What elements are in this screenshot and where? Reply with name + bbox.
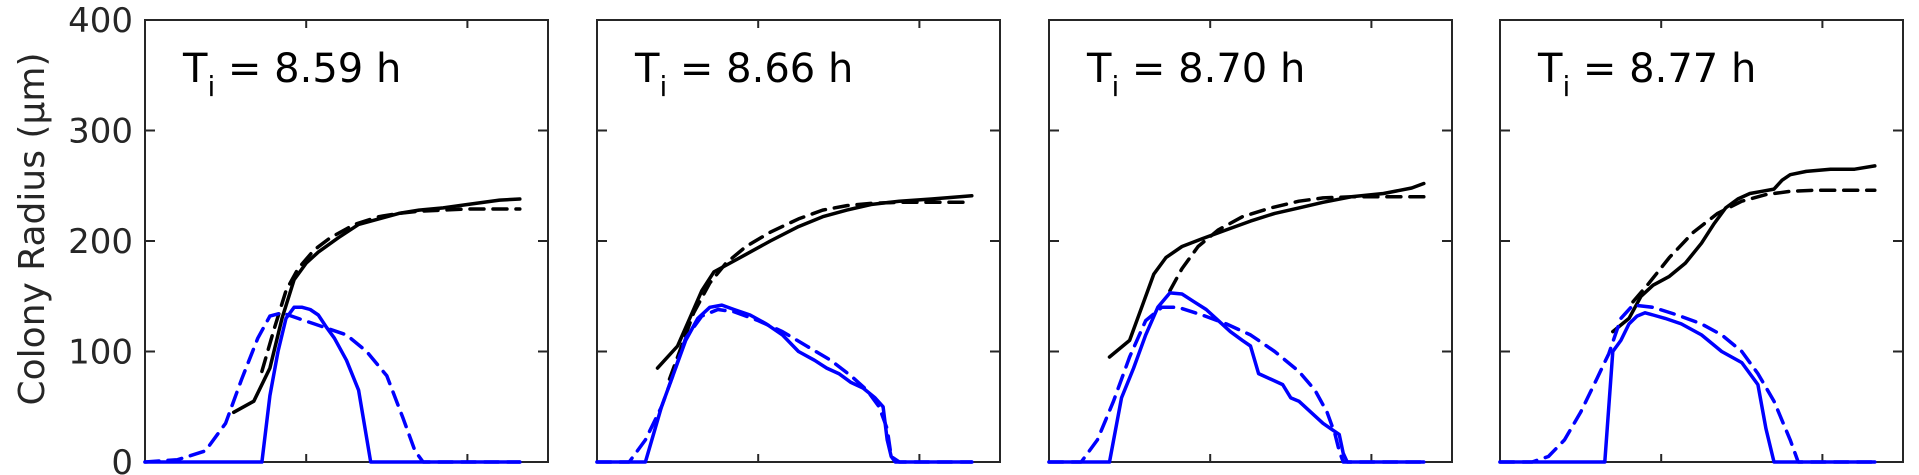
series-line-3-solid: [143, 305, 522, 464]
chart-panel-3: Ti = 8.70 h: [1047, 19, 1453, 464]
series-line-4-dashed: [143, 311, 522, 464]
y-tick-label: 300: [68, 112, 133, 152]
panel-title: Ti = 8.77 h: [1537, 46, 1756, 103]
series-line-4-dashed: [1498, 303, 1877, 464]
series-line-1-solid: [655, 193, 974, 370]
panel-title-subscript: i: [1562, 70, 1570, 103]
series-line-3-solid: [1498, 311, 1877, 464]
panel-title-value: = 8.66 h: [667, 46, 853, 92]
panel-title-subscript: i: [207, 70, 215, 103]
panel-title: Ti = 8.59 h: [182, 46, 401, 103]
series-line-4-dashed: [1047, 305, 1426, 464]
panel-title-value: = 8.70 h: [1119, 46, 1305, 92]
panel-title-subscript: i: [659, 70, 667, 103]
chart-panel-4: Ti = 8.77 h: [1498, 19, 1904, 464]
series-line-4-dashed: [595, 307, 974, 464]
y-tick-label: 0: [111, 443, 133, 475]
y-axis-label: Colony Radius (μm): [12, 53, 53, 406]
panel-title-subscript: i: [1111, 70, 1119, 103]
series-line-1-solid: [1107, 181, 1426, 359]
y-tick-label: 400: [68, 1, 133, 41]
series-line-2-dashed: [260, 207, 522, 374]
series-line-2-dashed: [667, 200, 974, 381]
series-line-1-solid: [231, 197, 522, 415]
panel-title: Ti = 8.66 h: [634, 46, 853, 103]
series-line-3-solid: [1047, 291, 1426, 464]
panel-title-main: T: [1086, 46, 1112, 92]
series-line-2-dashed: [1168, 195, 1426, 293]
panel-title-main: T: [1537, 46, 1563, 92]
series-line-1-solid: [1611, 164, 1877, 334]
y-tick-label: 200: [68, 222, 133, 262]
series-line-3-solid: [595, 303, 974, 464]
chart-panel-2: Ti = 8.66 h: [595, 19, 1001, 464]
panel-title-value: = 8.77 h: [1570, 46, 1756, 92]
series-line-2-dashed: [1631, 188, 1877, 304]
panel-title-main: T: [182, 46, 208, 92]
chart-panel-1: Ti = 8.59 h: [143, 19, 549, 464]
y-tick-label: 100: [68, 333, 133, 373]
panel-title-value: = 8.59 h: [215, 46, 401, 92]
panel-title: Ti = 8.70 h: [1086, 46, 1305, 103]
panel-title-main: T: [634, 46, 660, 92]
